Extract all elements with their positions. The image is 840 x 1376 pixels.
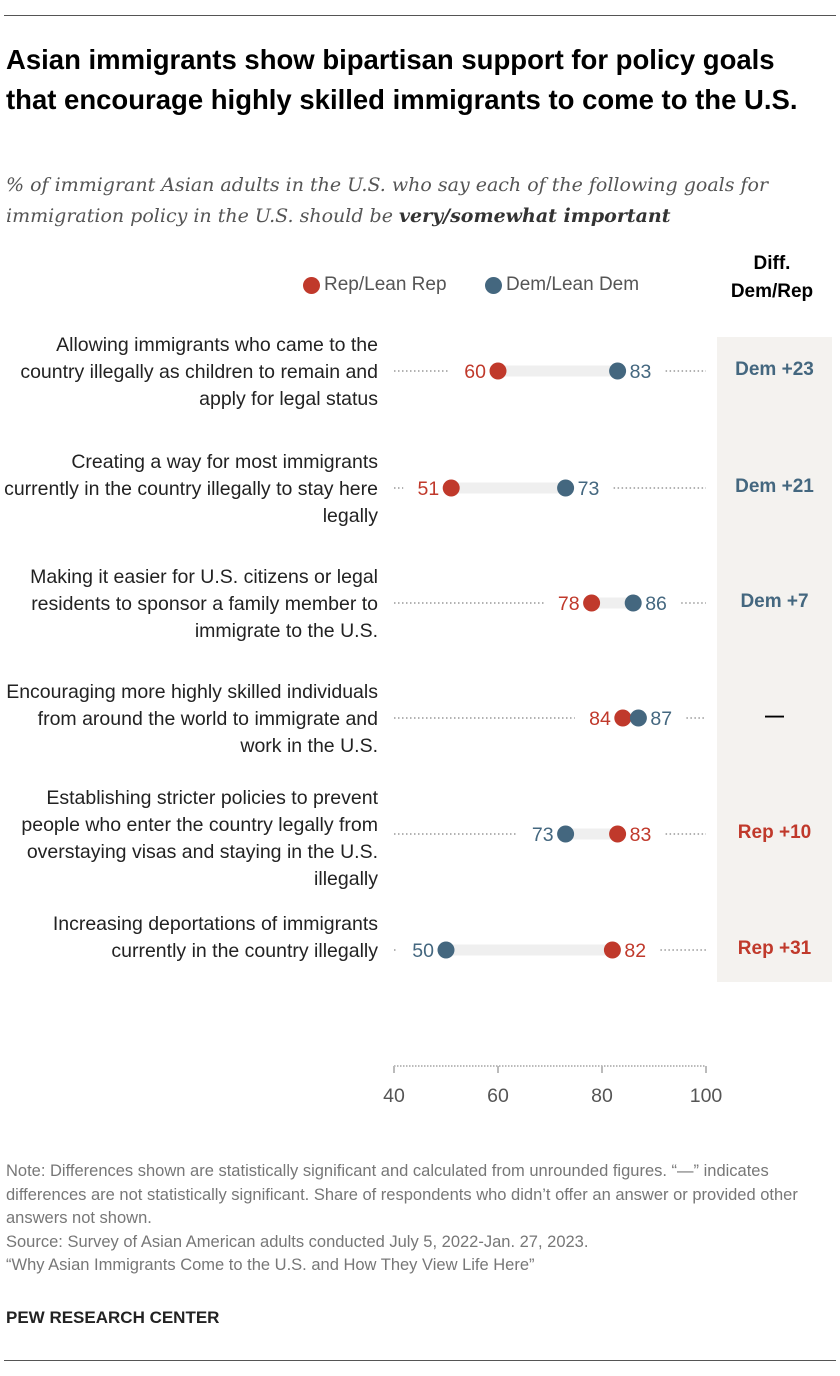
source-text: Source: Survey of Asian American adults … <box>6 1232 589 1251</box>
category-label: Allowing immigrants who came to the coun… <box>20 334 378 410</box>
legend-rep: Rep/Lean Rep <box>303 274 447 296</box>
brand-logo-text: PEW RESEARCH CENTER <box>6 1308 220 1327</box>
diff-value: Dem +7 <box>740 591 809 612</box>
rep-dot-icon <box>303 276 320 294</box>
legend-dem-label: Dem/Lean Dem <box>506 274 640 295</box>
rep-dot <box>583 594 601 612</box>
data-label-low: 73 <box>532 824 554 846</box>
diff-header: Diff. Dem/Rep <box>712 250 832 306</box>
data-label-low: 51 <box>417 478 439 500</box>
data-label-low: 78 <box>558 593 580 615</box>
chart-subtitle: % of immigrant Asian adults in the U.S. … <box>6 170 836 232</box>
diff-value: Rep +10 <box>737 822 812 843</box>
rep-dot <box>614 709 632 727</box>
rep-dot <box>609 825 627 843</box>
diff-value: Dem +21 <box>735 476 814 497</box>
note-text: Note: Differences shown are statisticall… <box>6 1162 798 1227</box>
dem-dot <box>629 709 647 727</box>
chart-title: Asian immigrants show bipartisan support… <box>6 44 798 115</box>
subtitle-emphasis: very/somewhat important <box>398 205 671 227</box>
rep-dot <box>442 479 460 497</box>
dem-dot <box>609 362 627 380</box>
category-label: Establishing stricter policies to preven… <box>21 787 378 890</box>
legend-rep-label: Rep/Lean Rep <box>324 274 447 295</box>
rep-dot <box>603 941 621 959</box>
data-label-low: 60 <box>464 361 486 383</box>
data-label-high: 83 <box>630 824 652 846</box>
diff-value: — <box>765 706 784 727</box>
rep-dot <box>489 362 507 380</box>
legend-dem: Dem/Lean Dem <box>485 274 639 296</box>
bottom-rule <box>4 1360 836 1361</box>
category-label: Making it easier for U.S. citizens or le… <box>30 566 378 642</box>
diff-value: Dem +23 <box>735 359 814 380</box>
data-label-high: 83 <box>630 361 652 383</box>
report-title: “Why Asian Immigrants Come to the U.S. a… <box>6 1256 535 1274</box>
dem-dot <box>624 594 642 612</box>
data-label-high: 86 <box>645 593 667 615</box>
dem-dot <box>557 825 575 843</box>
diff-header-line1: Diff. <box>753 253 791 274</box>
category-label: Creating a way for most immigrants curre… <box>4 451 378 527</box>
category-label: Encouraging more highly skilled individu… <box>6 681 378 757</box>
data-label-high: 82 <box>624 940 646 962</box>
x-tick-label: 40 <box>383 1085 405 1107</box>
subtitle-text: % of immigrant Asian adults in the U.S. … <box>6 174 769 227</box>
x-tick-label: 60 <box>487 1085 509 1107</box>
dem-dot-icon <box>485 276 502 294</box>
data-label-high: 87 <box>650 708 672 730</box>
x-tick-label: 100 <box>690 1085 723 1107</box>
notes: Note: Differences shown are statisticall… <box>6 1160 836 1278</box>
data-label-low: 84 <box>589 708 611 730</box>
category-label: Increasing deportations of immigrants cu… <box>52 913 378 962</box>
x-tick-label: 80 <box>591 1085 613 1107</box>
data-label-low: 50 <box>412 940 434 962</box>
diff-header-line2: Dem/Rep <box>730 281 814 302</box>
data-label-high: 73 <box>578 478 600 500</box>
dem-dot <box>437 941 455 959</box>
diff-panel <box>717 337 832 982</box>
diff-value: Rep +31 <box>737 938 812 959</box>
dem-dot <box>557 479 575 497</box>
top-rule <box>4 15 836 16</box>
